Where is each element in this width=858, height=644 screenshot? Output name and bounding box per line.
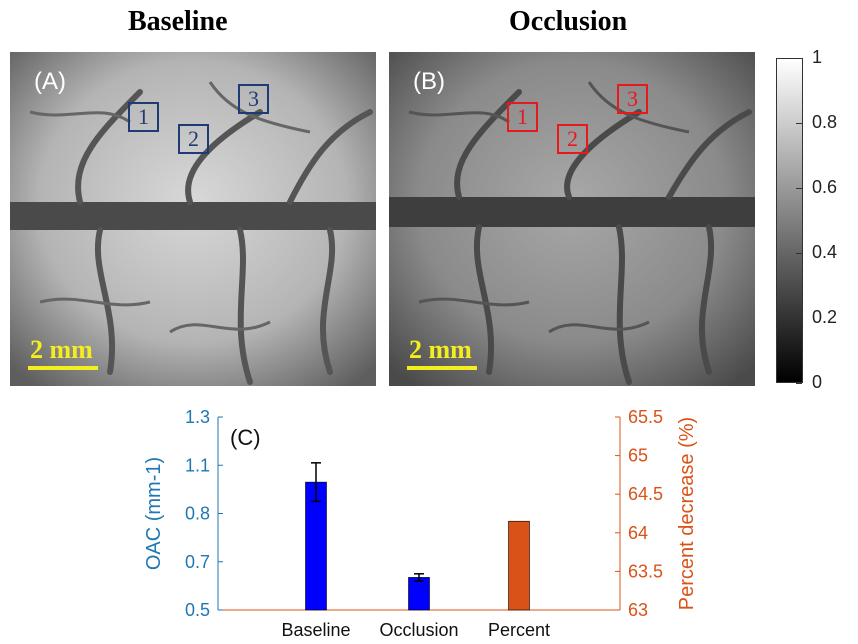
left-tick-label: 0.8	[185, 504, 210, 524]
roi-3: 3	[617, 84, 648, 114]
scale-bar	[407, 366, 477, 370]
x-tick-label: Occlusion	[379, 620, 458, 640]
panel-a-image: (A) 1 2 3 2 mm	[10, 52, 376, 386]
y-axis-right-label: Percent decrease (%)	[676, 417, 698, 610]
colorbar-tick-label: 0.6	[812, 177, 838, 197]
panel-a-title: Baseline	[128, 6, 228, 37]
panel-c-label: (C)	[230, 425, 261, 450]
colorbar	[776, 58, 803, 383]
roi-2: 2	[557, 124, 588, 154]
colorbar-tick-label: 0.2	[812, 307, 838, 327]
panel-a-label: (A)	[34, 68, 66, 95]
colorbar-tick-mark	[796, 383, 802, 384]
right-tick-label: 63	[628, 600, 648, 620]
baseline-brain-image	[10, 52, 376, 386]
scale-bar-label: 2 mm	[409, 335, 472, 364]
colorbar-tick-mark	[796, 123, 802, 124]
right-tick-label: 65	[628, 446, 648, 466]
left-tick-label: 1.1	[185, 455, 210, 475]
y-axis-label: OAC (mm-1)	[143, 457, 165, 570]
panel-b-label: (B)	[413, 68, 445, 95]
x-tick-label: Baseline	[281, 620, 350, 640]
occlusion-brain-image	[389, 52, 755, 386]
panel-b-image: (B) 1 2 3 2 mm	[389, 52, 755, 386]
colorbar-tick-label: 0	[812, 372, 823, 392]
colorbar-tick-label: 1	[812, 47, 823, 67]
roi-1: 1	[507, 102, 538, 132]
panel-b-title: Occlusion	[509, 6, 628, 37]
oac-bar	[408, 577, 430, 611]
colorbar-tick-mark	[796, 318, 802, 319]
roi-2: 2	[178, 124, 209, 154]
colorbar-tick-mark	[796, 188, 802, 189]
roi-1: 1	[128, 102, 159, 132]
scale-bar-label: 2 mm	[30, 335, 93, 364]
x-tick-label: Percent	[488, 620, 550, 640]
colorbar-tick-mark	[796, 58, 802, 59]
percent-bar	[508, 520, 530, 611]
right-tick-label: 63.5	[628, 561, 663, 581]
left-tick-label: 1.3	[185, 407, 210, 427]
colorbar-tick-mark	[796, 253, 802, 254]
left-tick-label: 0.5	[185, 600, 210, 620]
roi-3: 3	[238, 84, 269, 114]
colorbar-tick-label: 0.4	[812, 242, 838, 262]
oac-bar-chart: 0.5 0.7 0.8 1.1 1.3 63 63.5 64 64.5 65 65.5 OAC (mm…	[143, 407, 698, 640]
right-tick-label: 65.5	[628, 407, 663, 427]
colorbar-tick-label: 0.8	[812, 112, 838, 132]
right-tick-label: 64.5	[628, 484, 663, 504]
left-tick-label: 0.7	[185, 552, 210, 572]
scale-bar	[28, 366, 98, 370]
right-tick-label: 64	[628, 523, 648, 543]
